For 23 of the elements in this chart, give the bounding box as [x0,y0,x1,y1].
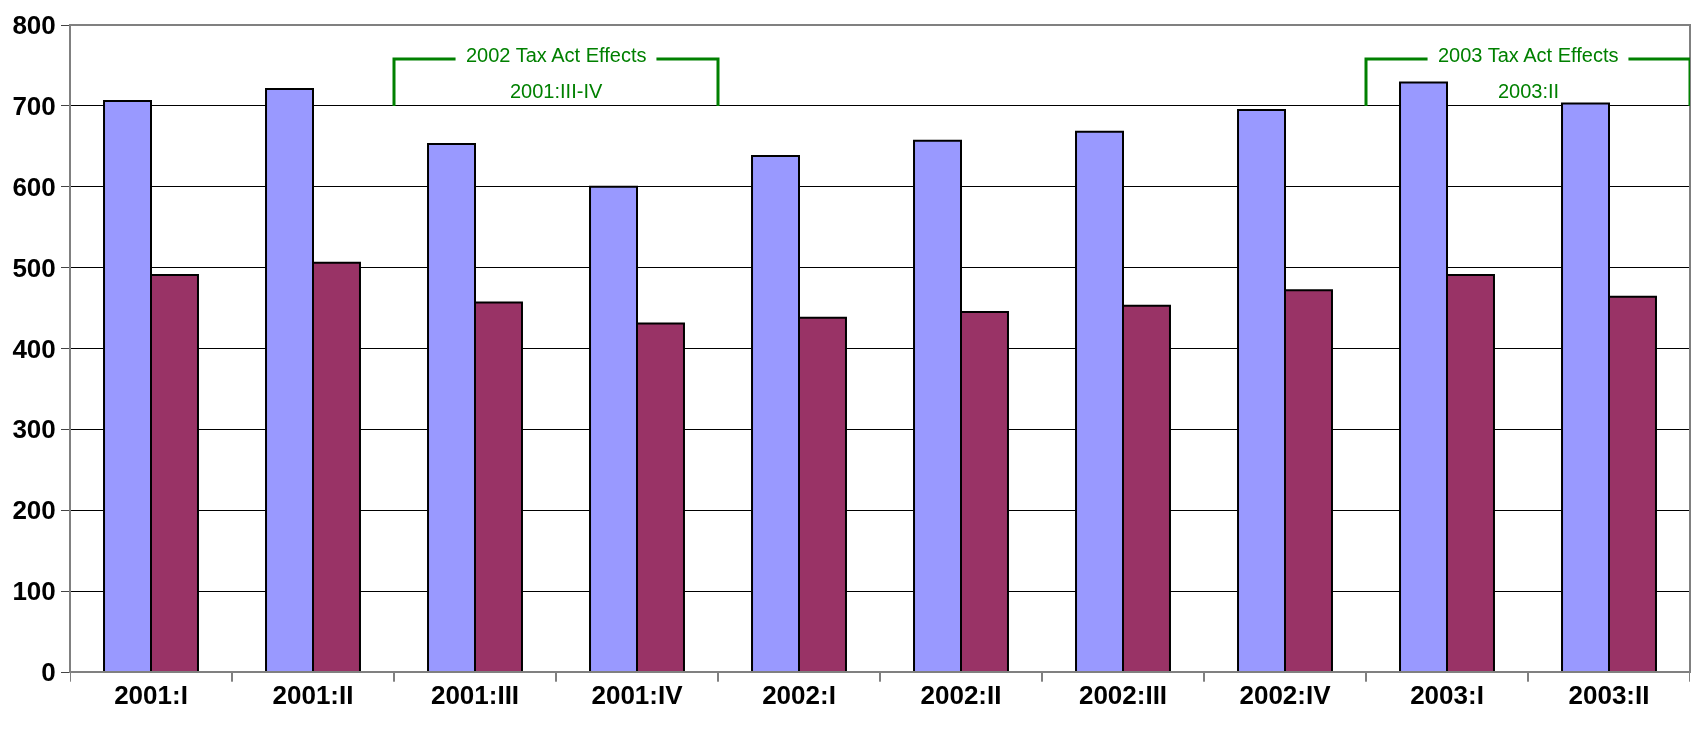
y-tick-label: 0 [41,657,56,688]
x-tick-label: 2001:I [114,680,188,711]
y-tick-label: 600 [12,171,56,202]
x-tick-label: 2001:II [272,680,354,711]
x-tick-label: 2002:IV [1239,680,1332,711]
annotation: 2003 Tax Act Effects [1438,44,1619,66]
annotation: 2001:III-IV [510,80,603,102]
y-tick-label: 300 [12,414,56,445]
annotation: 2003:II [1498,80,1560,102]
y-tick-label: 200 [12,495,56,526]
x-tick-label: 2001:IV [591,680,684,711]
y-tick-label: 500 [12,252,56,283]
x-tick-label: 2002:III [1078,680,1168,711]
y-tick-label: 800 [12,10,56,41]
x-tick-label: 2003:I [1410,680,1484,711]
x-tick-label: 2002:II [920,680,1002,711]
y-tick-label: 400 [12,333,56,364]
y-tick-label: 700 [12,90,56,121]
annotation: 2002 Tax Act Effects [466,44,647,66]
x-tick-label: 2001:III [430,680,520,711]
x-tick-label: 2002:I [762,680,836,711]
x-tick-label: 2003:II [1568,680,1650,711]
y-tick-label: 100 [12,576,56,607]
